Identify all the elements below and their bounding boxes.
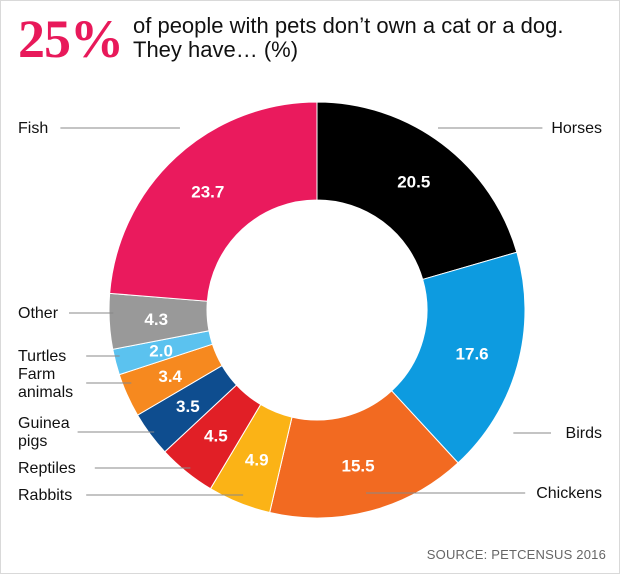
headline-stat: 25%: [18, 9, 124, 69]
value-label-guinea-pigs: 3.5: [176, 397, 200, 416]
category-label-horses: Horses: [551, 120, 602, 137]
headline: 25% of people with pets don’t own a cat …: [18, 10, 573, 68]
value-label-other: 4.3: [144, 310, 168, 329]
category-label-birds: Birds: [566, 425, 602, 442]
value-label-turtles: 2.0: [149, 341, 173, 360]
category-label-guinea-pigs: Guinea pigs: [18, 415, 70, 450]
value-label-fish: 23.7: [191, 183, 224, 202]
category-label-rabbits: Rabbits: [18, 487, 72, 504]
value-label-farm-animals: 3.4: [158, 367, 182, 386]
category-label-chickens: Chickens: [536, 485, 602, 502]
value-label-reptiles: 4.5: [204, 426, 228, 445]
value-label-horses: 20.5: [397, 172, 430, 191]
value-label-chickens: 15.5: [342, 457, 375, 476]
slice-fish: [109, 101, 318, 302]
slice-horses: [316, 101, 518, 281]
category-label-farm-animals: Farm animals: [18, 366, 73, 401]
slice-birds: [390, 251, 526, 464]
category-label-other: Other: [18, 305, 59, 322]
value-label-birds: 17.6: [456, 344, 489, 363]
headline-text: of people with pets don’t own a cat or a…: [133, 13, 564, 62]
category-label-turtles: Turtles: [18, 348, 66, 365]
value-label-rabbits: 4.9: [245, 450, 269, 469]
category-label-fish: Fish: [18, 120, 48, 137]
category-label-reptiles: Reptiles: [18, 460, 76, 477]
source-note: SOURCE: PETCENSUS 2016: [426, 547, 606, 562]
